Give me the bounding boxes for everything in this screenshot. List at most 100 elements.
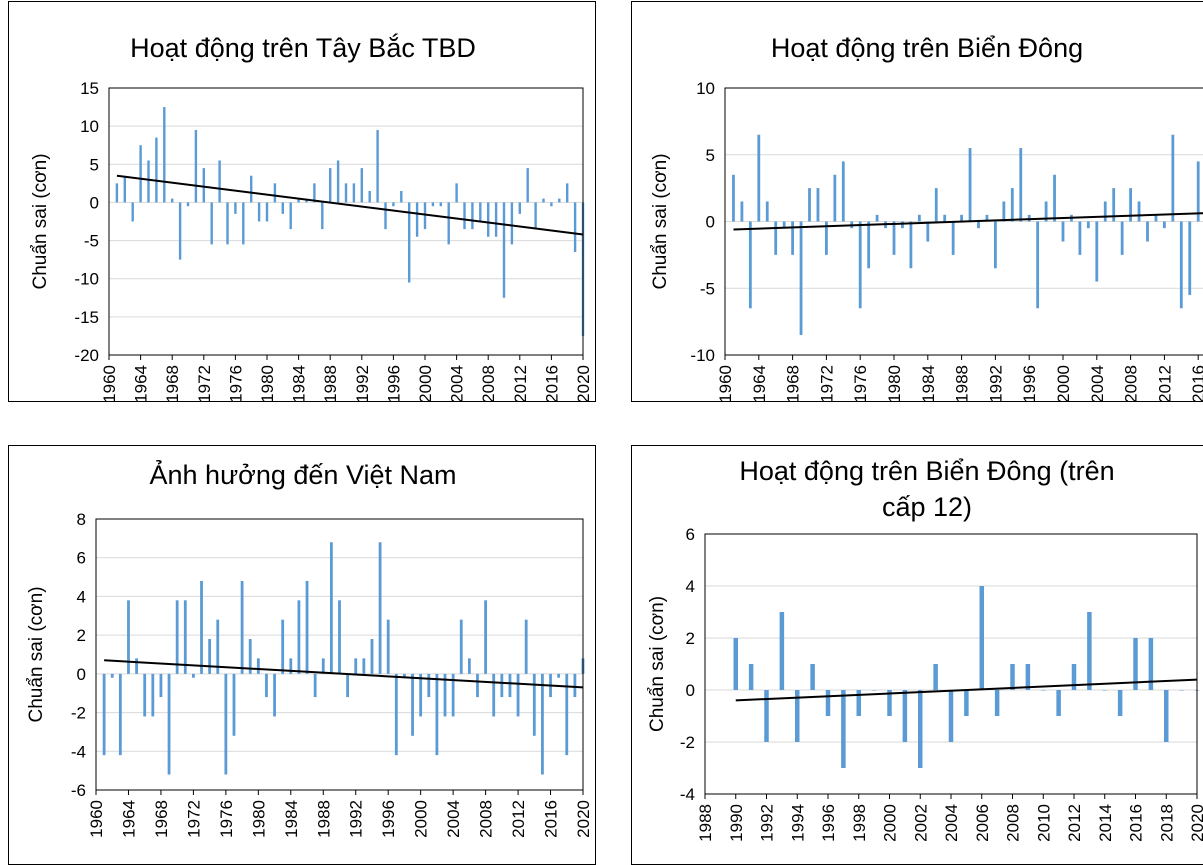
bar <box>933 664 938 690</box>
x-tick-label: 2000 <box>1054 365 1073 402</box>
bar <box>439 202 442 207</box>
x-tick-label: 2020 <box>574 800 593 838</box>
bar <box>1019 148 1023 222</box>
bar <box>459 619 463 674</box>
bar <box>329 542 333 674</box>
x-tick-label: 1976 <box>226 365 245 402</box>
y-tick-label: -4 <box>680 785 695 804</box>
chart-title: cấp 12) <box>882 492 972 522</box>
bar <box>1027 214 1031 222</box>
x-tick-label: 1984 <box>919 365 938 402</box>
bar <box>994 690 1000 716</box>
bar <box>871 690 877 691</box>
bar <box>281 202 284 214</box>
bar <box>558 198 561 203</box>
bar <box>135 658 138 674</box>
chart-panel-bien-dong: 10 5 0 -5 -10 1960 1964 1968 1972 1976 1980 1984 198… <box>631 1 1203 402</box>
bar <box>1188 221 1192 295</box>
bar <box>1117 690 1123 716</box>
chart-panel-anh-huong-viet-nam: 8 6 4 2 0 -2 -4 -6 1960 1964 1968 1972 1976 1980 1984 1… <box>8 445 596 865</box>
x-tick-label: 1988 <box>953 365 972 402</box>
bar <box>131 202 134 222</box>
x-tick-label: 2016 <box>1127 804 1146 842</box>
bar <box>329 168 332 203</box>
x-tick-label: 1984 <box>290 365 309 402</box>
bar <box>934 188 938 222</box>
y-tick-label: 6 <box>686 525 695 544</box>
bar <box>368 190 371 203</box>
x-tick-label: 2012 <box>1155 365 1174 402</box>
bar <box>1036 221 1040 309</box>
bar <box>471 202 474 230</box>
bar <box>289 658 293 674</box>
x-tick-label: 2000 <box>881 804 900 842</box>
x-tick-label: 1972 <box>195 365 214 402</box>
bar <box>305 580 309 674</box>
bar <box>808 188 811 222</box>
x-tick-label: 1980 <box>885 365 904 402</box>
bar <box>943 214 947 222</box>
x-tick-label: 2020 <box>574 365 593 402</box>
x-tick-label: 1968 <box>163 365 182 402</box>
x-tick-label: 1988 <box>696 804 715 842</box>
y-axis-label: Chuẩn sai (cơn) <box>30 153 51 289</box>
x-tick-label: 2018 <box>1157 804 1176 842</box>
bar <box>516 673 520 717</box>
x-tick-label: 1960 <box>716 365 735 402</box>
bar <box>476 673 479 698</box>
bar <box>408 202 411 283</box>
trend-line <box>735 678 1198 702</box>
bar <box>143 673 147 717</box>
x-tick-label: 2004 <box>444 800 463 838</box>
y-tick-label: -2 <box>71 704 86 723</box>
bar <box>994 221 997 269</box>
y-tick-label: -10 <box>690 346 715 365</box>
bar <box>360 168 363 203</box>
x-tick-label: 1968 <box>152 800 171 838</box>
x-tick-label: 2000 <box>416 365 435 402</box>
bar <box>265 202 269 222</box>
bar <box>403 673 406 678</box>
x-tick-label: 2012 <box>1065 804 1084 842</box>
x-tick-label: 1972 <box>817 365 836 402</box>
bar <box>565 673 569 756</box>
bar <box>799 221 803 335</box>
bar <box>508 673 512 698</box>
y-tick-label: 4 <box>686 577 695 596</box>
bar <box>494 202 498 237</box>
x-tick-label: 1968 <box>784 365 803 402</box>
bar <box>210 202 213 245</box>
bar <box>1010 664 1015 690</box>
bar <box>1044 201 1048 222</box>
bar <box>1087 612 1092 690</box>
bar <box>118 673 122 756</box>
bar <box>234 202 237 214</box>
bar <box>985 214 989 222</box>
chart-title: Hoạt động trên Biển Đông <box>771 33 1083 63</box>
y-tick-label: 10 <box>696 79 715 98</box>
bar <box>139 145 142 203</box>
x-tick-label: 1998 <box>850 804 869 842</box>
bar <box>110 673 114 678</box>
bar <box>313 183 316 203</box>
bar <box>159 673 163 698</box>
x-tick-label: 1992 <box>758 804 777 842</box>
bar <box>492 673 496 717</box>
x-tick-label: 2008 <box>1122 365 1141 402</box>
bar <box>524 619 528 674</box>
bar <box>541 673 544 775</box>
bar <box>926 221 930 242</box>
y-tick-label: -20 <box>74 346 99 365</box>
bar <box>1056 690 1061 716</box>
bar <box>186 202 190 207</box>
bar <box>1112 188 1116 222</box>
x-tick-label: 1992 <box>347 800 366 838</box>
bar <box>532 673 536 736</box>
bar <box>1095 221 1099 282</box>
bar <box>526 168 529 203</box>
x-tick-label: 2016 <box>542 365 561 402</box>
x-tick-label: 1990 <box>727 804 746 842</box>
bar <box>1041 690 1046 691</box>
bar <box>484 600 487 674</box>
